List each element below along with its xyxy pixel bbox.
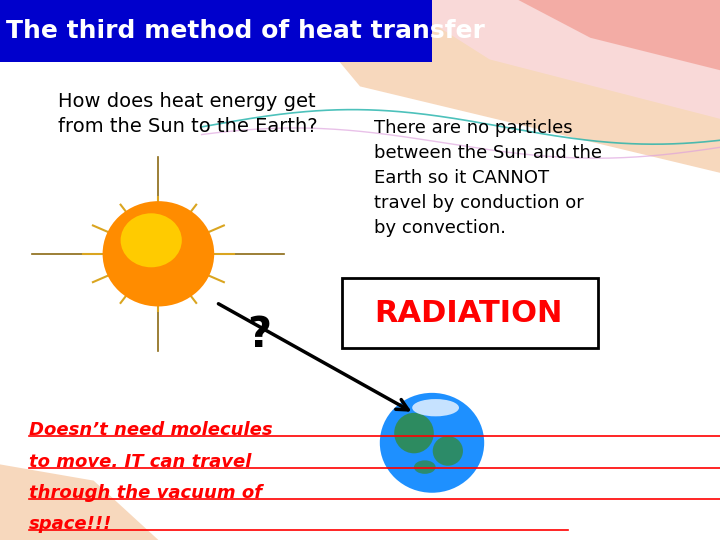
Text: There are no particles
between the Sun and the
Earth so it CANNOT
travel by cond: There are no particles between the Sun a… xyxy=(374,119,603,237)
FancyArrowPatch shape xyxy=(218,304,408,410)
Text: RADIATION: RADIATION xyxy=(374,299,562,328)
Ellipse shape xyxy=(414,460,436,474)
Ellipse shape xyxy=(121,213,181,267)
Text: to move. IT can travel: to move. IT can travel xyxy=(29,453,251,470)
Bar xyxy=(342,278,598,348)
Ellipse shape xyxy=(380,393,484,492)
Polygon shape xyxy=(518,0,720,70)
Text: The third method of heat transfer: The third method of heat transfer xyxy=(6,19,485,43)
Text: through the vacuum of: through the vacuum of xyxy=(29,484,262,502)
Text: ?: ? xyxy=(247,314,271,356)
Ellipse shape xyxy=(103,201,215,307)
Polygon shape xyxy=(0,464,158,540)
Ellipse shape xyxy=(433,436,463,465)
Text: space!!!: space!!! xyxy=(29,515,112,533)
Polygon shape xyxy=(288,0,720,173)
Polygon shape xyxy=(396,0,720,119)
Ellipse shape xyxy=(394,413,433,454)
Bar xyxy=(0,0,432,62)
Ellipse shape xyxy=(412,399,459,416)
Text: How does heat energy get
from the Sun to the Earth?: How does heat energy get from the Sun to… xyxy=(58,92,318,136)
Text: Doesn’t need molecules: Doesn’t need molecules xyxy=(29,421,272,439)
